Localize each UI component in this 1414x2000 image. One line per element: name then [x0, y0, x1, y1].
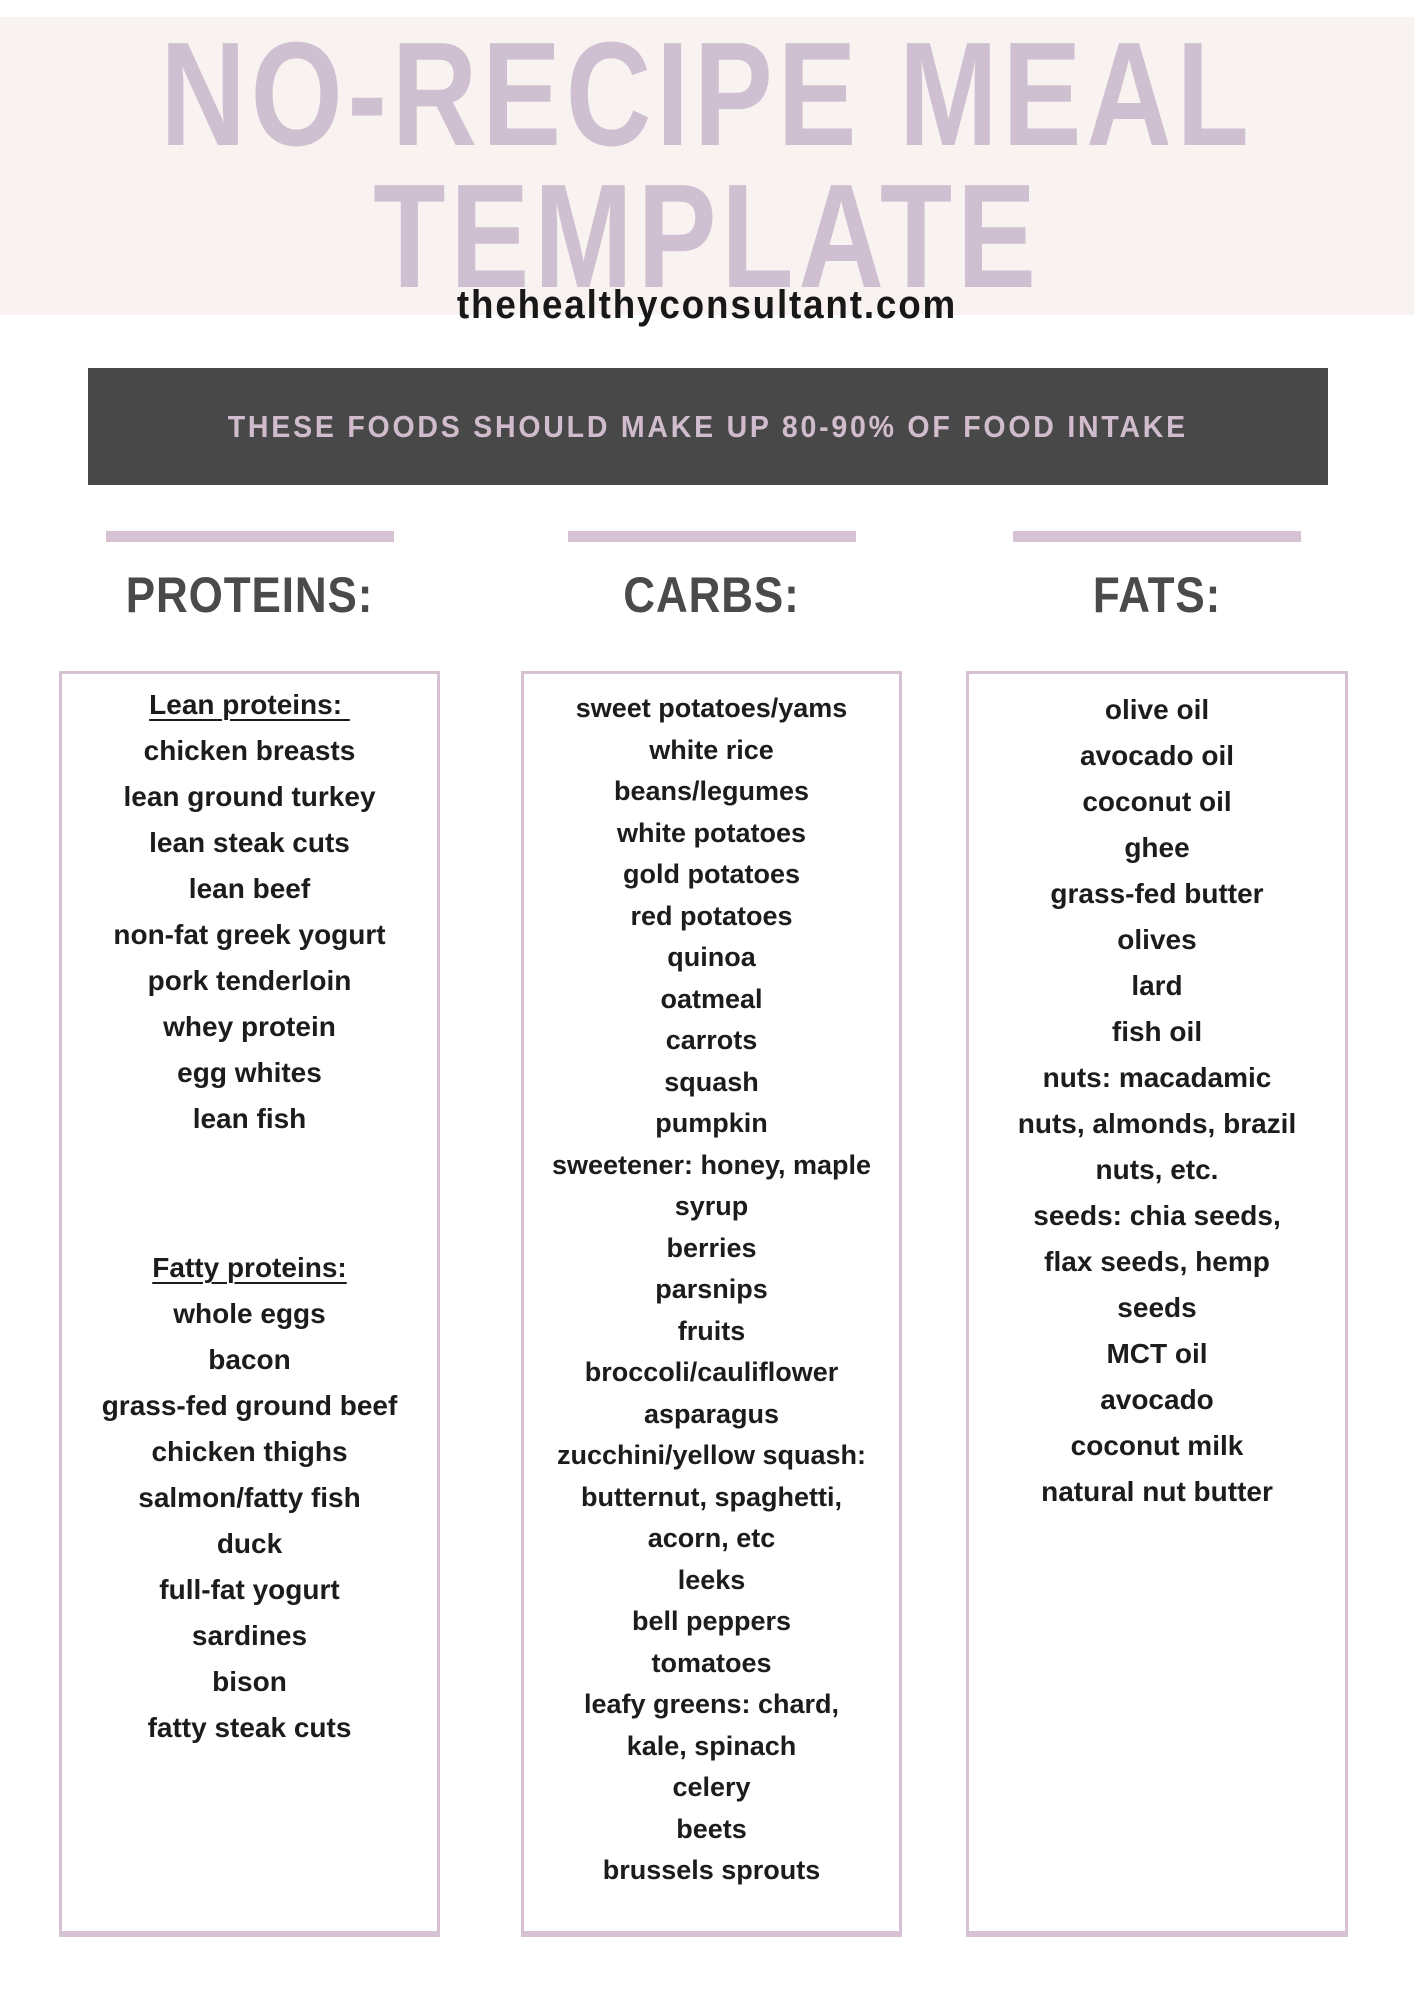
group-heading: Fatty proteins:: [62, 1245, 437, 1291]
group-heading-text: Fatty proteins:: [152, 1252, 347, 1283]
food-item: seeds: [1117, 1292, 1197, 1323]
food-item: fruits: [677, 1315, 746, 1346]
food-item: red potatoes: [630, 900, 793, 931]
food-item: bell peppers: [631, 1606, 792, 1636]
food-item: non-fat greek yogurt: [113, 919, 386, 950]
food-item: leeks: [677, 1564, 746, 1595]
column-fats: FATS: olive oil avocado oil coconut oil ghe…: [966, 0, 1348, 2000]
hero-section: [0, 17, 1414, 315]
food-item: chicken breasts: [143, 735, 356, 766]
food-item: lean ground turkey: [123, 781, 376, 812]
food-item: grass-fed ground beef: [101, 1390, 398, 1421]
food-item: avocado oil: [1079, 740, 1235, 771]
food-item: beets: [676, 1813, 747, 1844]
food-item: fatty steak cuts: [147, 1712, 352, 1743]
column-accent-bar: [1013, 531, 1301, 542]
column-accent-bar: [105, 531, 394, 542]
food-list-carbs: sweet potatoes/yams white rice beans/legum…: [524, 674, 899, 1892]
food-item: sweetener: honey, maple: [551, 1149, 872, 1180]
food-item: zucchini/yellow squash:: [556, 1440, 867, 1470]
food-item: lard: [1131, 970, 1183, 1001]
food-item: quinoa: [667, 942, 756, 972]
food-item: berries: [666, 1232, 757, 1263]
group-gap: [62, 1142, 437, 1245]
food-item: leafy greens: chard,: [583, 1689, 840, 1719]
food-box-fats: olive oil avocado oil coconut oil ghee grass…: [966, 671, 1348, 1937]
food-item: lean steak cuts: [149, 827, 350, 858]
food-item: natural nut butter: [1041, 1476, 1273, 1507]
group-heading-text: Lean proteins:: [149, 689, 350, 720]
column-carbs: CARBS: sweet potatoes/yams white rice bean…: [521, 0, 902, 2000]
food-item: whole eggs: [173, 1298, 326, 1329]
food-item: nuts: macadamic: [1042, 1062, 1272, 1093]
column-proteins: PROTEINS: Lean proteins: chicken breasts…: [59, 0, 440, 2000]
column-header-carbs: CARBS:: [623, 567, 800, 623]
food-item: MCT oil: [1106, 1338, 1208, 1369]
column-accent-bar: [567, 531, 856, 542]
food-item: bison: [212, 1666, 287, 1697]
food-item: butternut, spaghetti,: [581, 1481, 842, 1512]
food-item: duck: [216, 1528, 283, 1559]
food-item: sweet potatoes/yams: [575, 693, 848, 723]
food-item: tomatoes: [651, 1647, 772, 1678]
food-item: oatmeal: [660, 983, 763, 1014]
food-item: chicken thighs: [151, 1436, 348, 1467]
food-item: asparagus: [643, 1398, 780, 1429]
food-list-proteins: Lean proteins: chicken breasts lean groun…: [62, 674, 437, 1751]
group-heading: Lean proteins:: [62, 682, 437, 728]
food-item: kale, spinach: [626, 1730, 797, 1761]
food-item: parsnips: [655, 1274, 768, 1304]
column-header-fats: FATS:: [1092, 567, 1222, 623]
food-item: carrots: [665, 1025, 758, 1055]
page-title-line1: NO-RECIPE MEAL: [160, 12, 1254, 177]
intake-banner: THESE FOODS SHOULD MAKE UP 80-90% OF FOO…: [88, 368, 1328, 485]
food-item: acorn, etc: [647, 1523, 776, 1553]
food-item: bacon: [208, 1344, 291, 1375]
food-item: syrup: [674, 1191, 749, 1221]
site-url: thehealthyconsultant.com: [456, 283, 958, 327]
food-item: coconut oil: [1082, 786, 1232, 817]
food-item: nuts, etc.: [1095, 1154, 1219, 1185]
food-item: nuts, almonds, brazil: [1017, 1108, 1297, 1139]
food-item: gold potatoes: [623, 859, 800, 889]
intake-banner-text: THESE FOODS SHOULD MAKE UP 80-90% OF FOO…: [227, 408, 1189, 444]
food-item: grass-fed butter: [1050, 878, 1264, 909]
food-item: lean fish: [192, 1103, 307, 1134]
food-item: flax seeds, hemp: [1044, 1246, 1270, 1277]
food-item: lean beef: [188, 873, 311, 904]
food-item: ghee: [1124, 832, 1190, 863]
food-item: white rice: [649, 734, 774, 765]
food-item: coconut milk: [1070, 1430, 1244, 1461]
food-item: olive oil: [1104, 694, 1210, 725]
food-item: celery: [672, 1772, 751, 1802]
food-item: pumpkin: [655, 1108, 768, 1138]
food-item: pork tenderloin: [147, 965, 352, 996]
food-item: brussels sprouts: [602, 1855, 821, 1885]
food-item: egg whites: [177, 1057, 322, 1088]
food-box-carbs: sweet potatoes/yams white rice beans/legum…: [521, 671, 902, 1937]
food-item: avocado: [1100, 1384, 1214, 1415]
food-item: squash: [664, 1066, 759, 1097]
food-item: whey protein: [163, 1011, 336, 1042]
food-item: fish oil: [1111, 1016, 1203, 1047]
food-box-proteins: Lean proteins: chicken breasts lean groun…: [59, 671, 440, 1937]
page-title-line2: TEMPLATE: [373, 154, 1041, 319]
food-list-fats: olive oil avocado oil coconut oil ghee grass…: [969, 674, 1345, 1515]
food-item: beans/legumes: [613, 776, 810, 806]
food-item: broccoli/cauliflower: [584, 1357, 839, 1387]
food-item: full-fat yogurt: [159, 1574, 340, 1605]
column-header-proteins: PROTEINS:: [125, 567, 374, 623]
food-item: white potatoes: [616, 817, 806, 848]
food-item: sardines: [191, 1620, 308, 1651]
food-item: seeds: chia seeds,: [1033, 1200, 1281, 1231]
food-item: olives: [1117, 924, 1197, 955]
food-item: salmon/fatty fish: [138, 1482, 361, 1513]
